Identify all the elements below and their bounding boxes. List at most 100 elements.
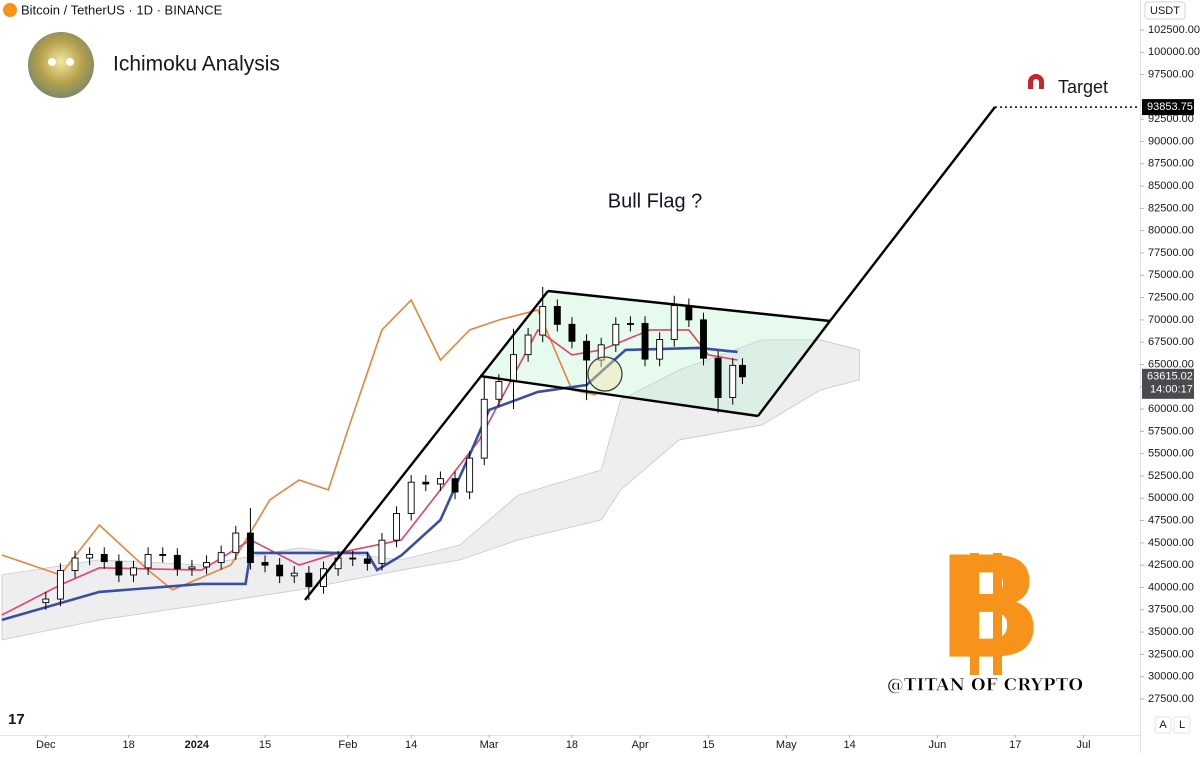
y-tick-label: 52500.00 (1148, 470, 1194, 482)
candle (451, 471, 459, 500)
x-tick-label: Mar (480, 739, 499, 751)
cloud-layer (1, 339, 860, 641)
candle-body (115, 561, 123, 576)
candle-body (451, 478, 459, 493)
y-tick-label: 65000.00 (1148, 358, 1194, 370)
avatar-eye (66, 58, 74, 66)
logo-bar (993, 553, 1002, 675)
logo-letter: B (937, 528, 1044, 691)
y-tick-label: 32500.00 (1148, 648, 1194, 660)
y-tick-label: 60000.00 (1148, 403, 1194, 415)
y-tick-label: 87500.00 (1148, 158, 1194, 170)
x-tick-label: 15 (702, 739, 714, 751)
candle (641, 316, 649, 367)
candle-body (436, 478, 444, 485)
candle-body (480, 398, 488, 459)
y-tick-label: 42500.00 (1148, 559, 1194, 571)
last-price-label: 63615.02 (1147, 371, 1193, 383)
candle (466, 450, 474, 500)
candle-body (232, 532, 240, 554)
countdown-label: 14:00:17 (1150, 384, 1193, 396)
candle (290, 566, 298, 584)
candle (246, 508, 254, 570)
candle (115, 554, 123, 583)
y-tick-label: 82500.00 (1148, 202, 1194, 214)
bitcoin-logo: B (937, 528, 1044, 691)
candle (203, 555, 211, 575)
button[interactable] (1154, 716, 1172, 734)
candle-body (246, 532, 254, 563)
y-tick-label: 72500.00 (1148, 291, 1194, 303)
x-tick-label: Apr (632, 739, 649, 751)
candle-body (539, 306, 547, 336)
y-tick-label: 40000.00 (1148, 581, 1194, 593)
x-tick-label: 14 (844, 739, 856, 751)
candle (349, 550, 357, 567)
candle-body (553, 306, 561, 325)
x-tick-label: 18 (566, 739, 578, 751)
candle-body (261, 562, 269, 566)
target-price-box (1142, 99, 1194, 116)
candle (86, 547, 94, 566)
candle-body (42, 598, 50, 604)
y-tick-label: 92500.00 (1148, 113, 1194, 125)
last-price-box (1142, 368, 1194, 399)
logo-bar (970, 553, 979, 675)
candle (276, 558, 284, 584)
candle-body (130, 567, 137, 576)
button-label[interactable]: L (1179, 719, 1185, 731)
watermark: @TITAN OF CRYPTO (887, 676, 1083, 696)
candle (568, 317, 576, 349)
avatar-eye (48, 58, 56, 66)
currency: USDT (1150, 5, 1180, 17)
y-tick-label: 85000.00 (1148, 180, 1194, 192)
y-tick-label: 50000.00 (1148, 492, 1194, 504)
candle-body (612, 323, 620, 346)
flag-top (547, 289, 831, 323)
x-tick-label: Jul (1076, 739, 1090, 751)
currency-box[interactable] (1144, 1, 1186, 20)
candle-body (86, 554, 94, 559)
y-tick-label: 90000.00 (1148, 135, 1194, 147)
y-tick-label: 80000.00 (1148, 225, 1194, 237)
button-label[interactable]: A (1159, 719, 1167, 731)
symbol-title: Bitcoin / TetherUS · 1D · BINANCE (21, 2, 223, 17)
candle-body (656, 339, 664, 360)
x-tick-label: Jun (928, 739, 946, 751)
candle (42, 591, 50, 610)
candle-body (714, 357, 722, 398)
candle (188, 559, 196, 576)
flag-drawing (304, 106, 996, 601)
candle-body (583, 340, 591, 361)
x-tick-label: 17 (1009, 739, 1021, 751)
candle-body (71, 557, 79, 571)
y-tick-label: 35000.00 (1148, 626, 1194, 638)
y-tick-label: 30000.00 (1148, 671, 1194, 683)
candle (524, 327, 532, 362)
candle-body (290, 572, 298, 577)
candle-body (363, 558, 371, 564)
candle-body (510, 354, 517, 382)
y-tick-label: 67500.00 (1148, 336, 1194, 348)
candle (217, 545, 225, 570)
x-tick-label: May (776, 739, 797, 751)
button[interactable] (1173, 716, 1191, 734)
x-tick-label: Dec (36, 739, 56, 751)
candle-body (626, 322, 634, 325)
axis-layer: 102500.00 100000.00 97500.00 92500.00 90000.… (36, 24, 1200, 751)
candle (626, 316, 634, 332)
candle (232, 525, 240, 560)
candle-body (568, 323, 576, 342)
candle-body (378, 539, 386, 564)
x-tick-label: 2024 (185, 739, 210, 751)
flag-bottom (479, 374, 759, 418)
candle-body (641, 322, 649, 360)
candle-body (276, 564, 284, 577)
candle (700, 312, 707, 366)
avatar (28, 32, 94, 98)
candle-body (597, 344, 605, 361)
y-tick-label: 45000.00 (1148, 537, 1194, 549)
candle (393, 506, 401, 548)
candle-body (349, 557, 357, 560)
